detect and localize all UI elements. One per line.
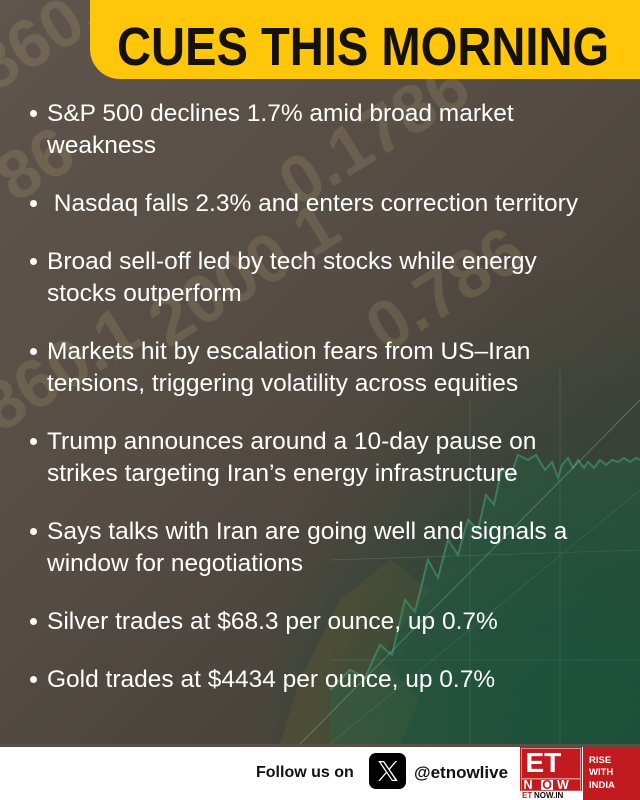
svg-text:W: W (557, 778, 569, 792)
svg-text:O: O (542, 778, 552, 792)
svg-text:ET: ET (526, 747, 562, 778)
svg-text:ET: ET (522, 791, 532, 800)
svg-text:N: N (524, 778, 534, 792)
svg-text:NOW.IN: NOW.IN (534, 791, 564, 800)
